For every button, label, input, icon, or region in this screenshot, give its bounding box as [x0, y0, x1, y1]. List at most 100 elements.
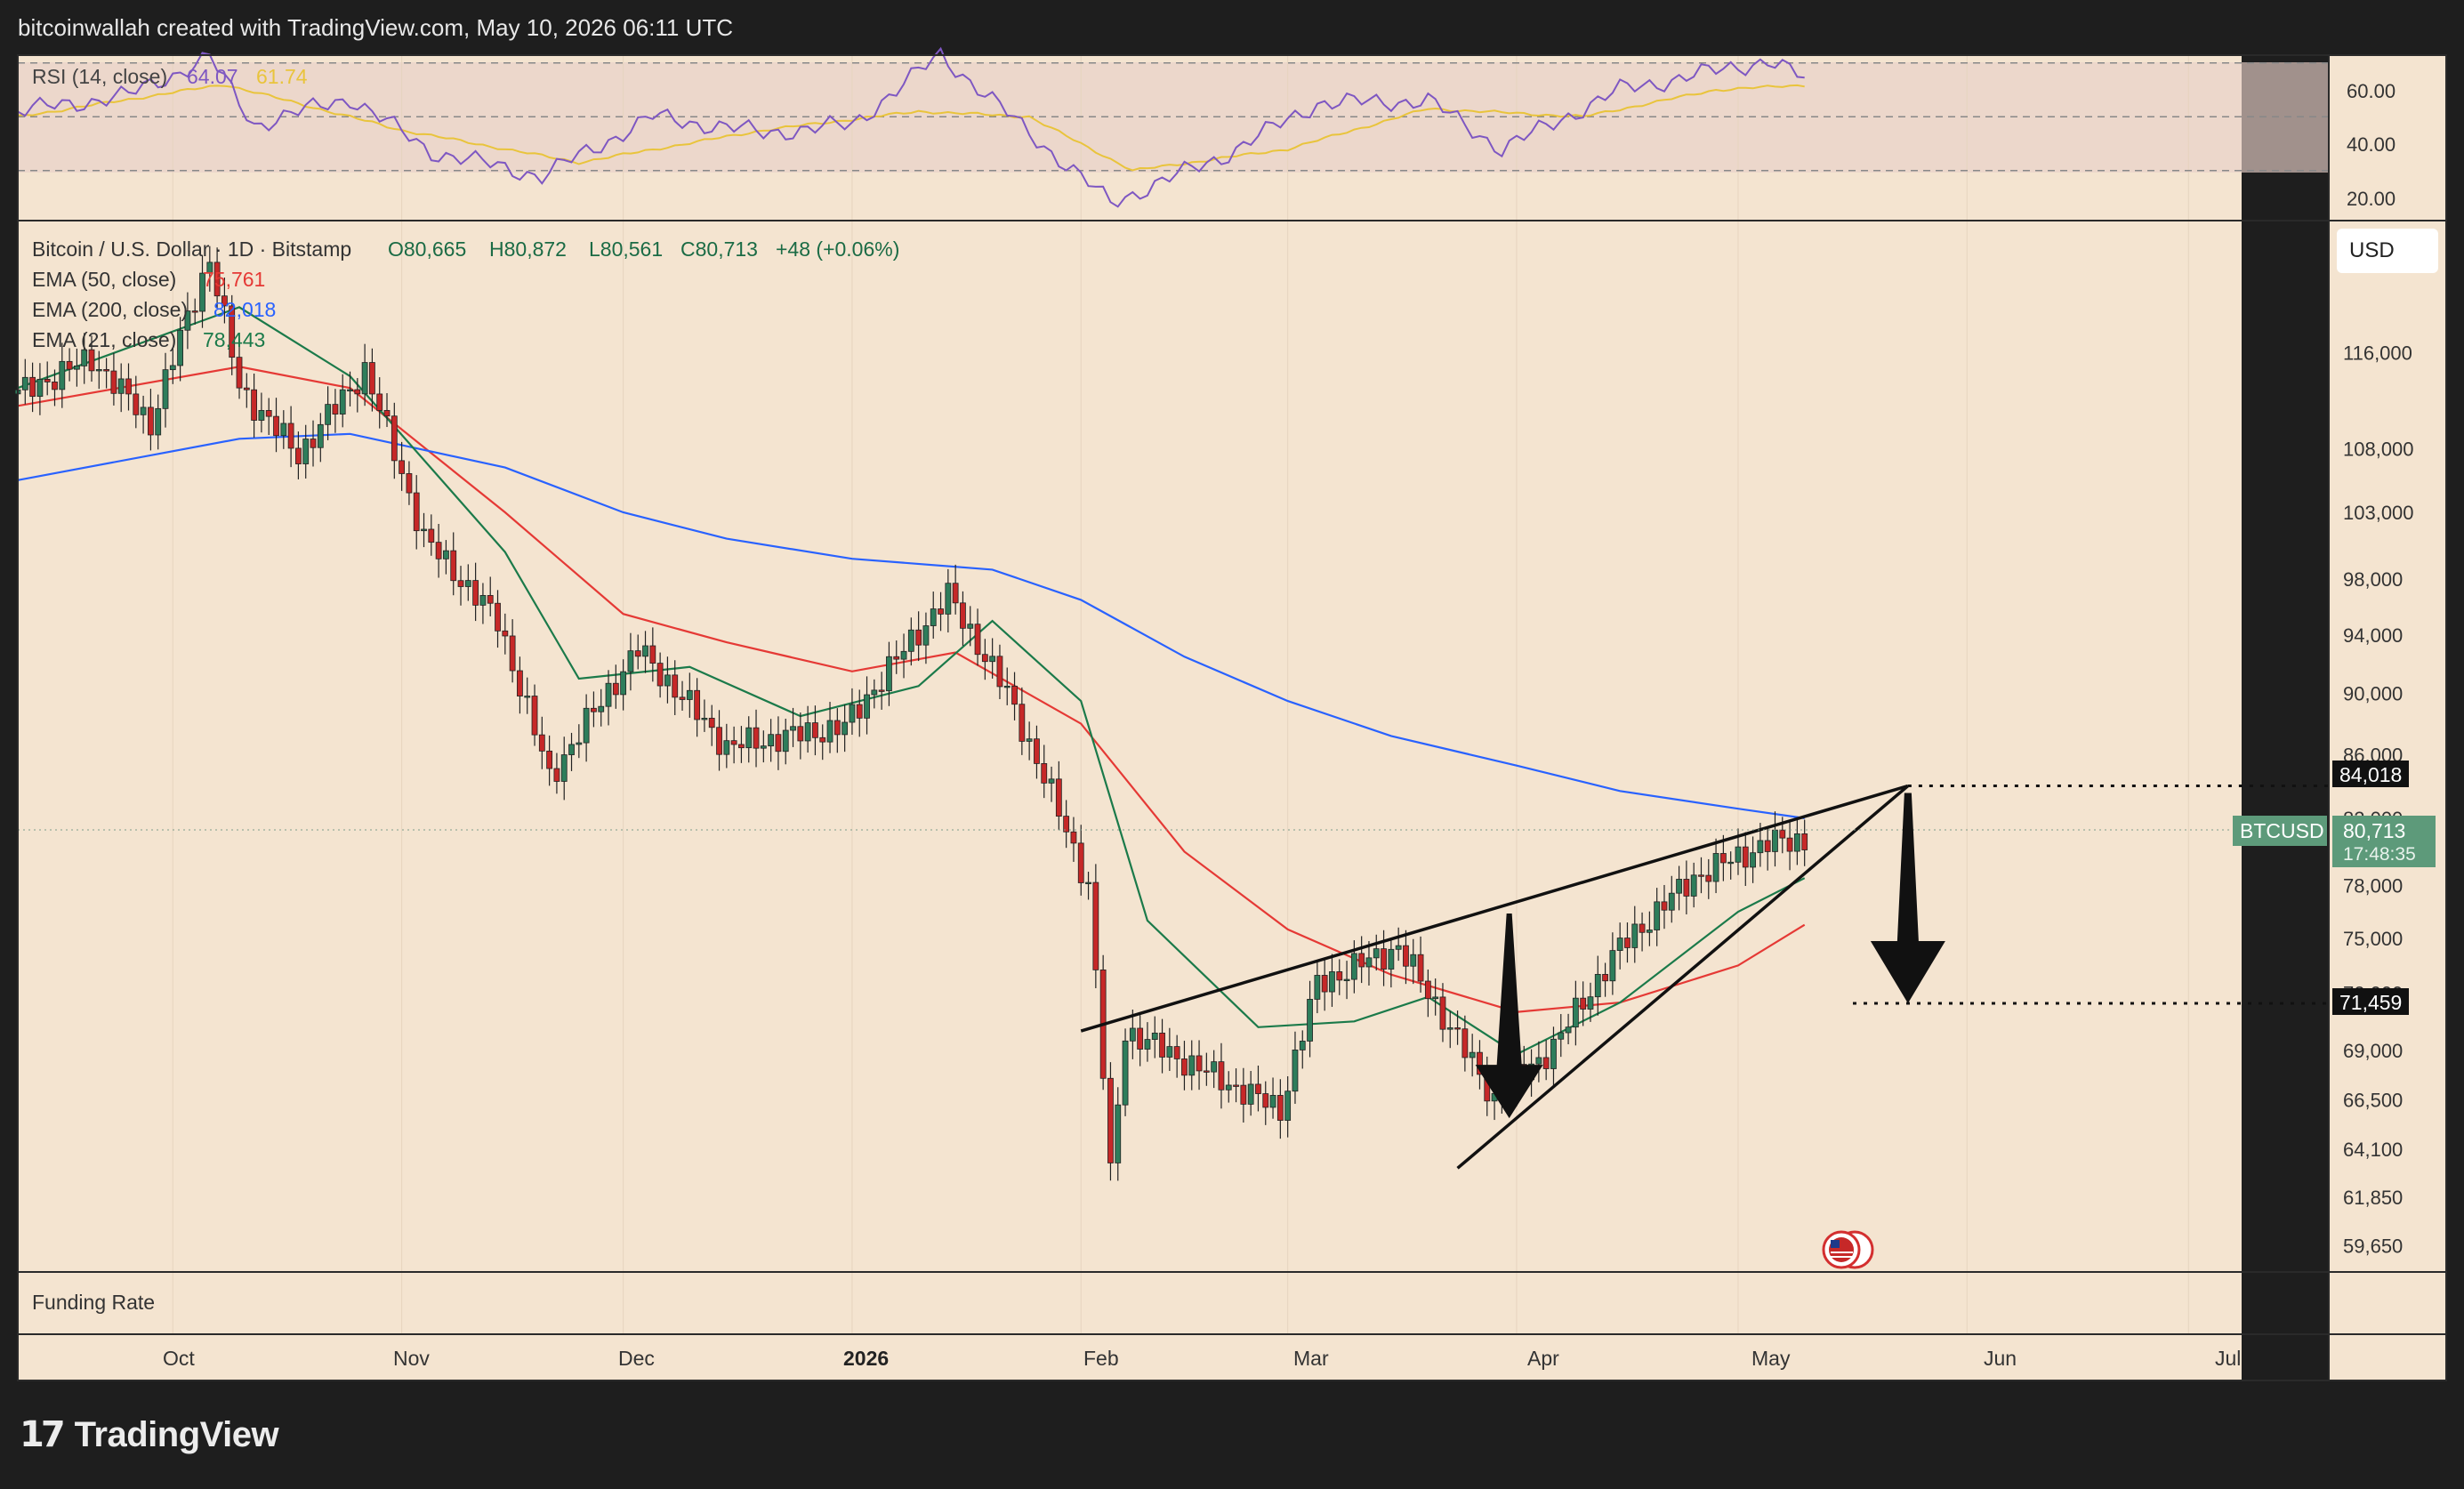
- ema50-value: 75,761: [203, 268, 265, 291]
- time-label-apr: Apr: [1527, 1347, 1559, 1370]
- candle-body: [88, 349, 95, 372]
- symbol-tag-label: BTCUSD: [2240, 819, 2324, 842]
- candle-body: [1757, 840, 1764, 854]
- candle-body: [251, 389, 258, 421]
- time-label-may: May: [1751, 1347, 1791, 1370]
- candle-body: [464, 580, 471, 587]
- candle-body: [768, 734, 775, 747]
- candle-body: [804, 722, 811, 742]
- time-label-mar: Mar: [1293, 1347, 1329, 1370]
- price-tick-label: 61,850: [2343, 1187, 2403, 1209]
- target-lower-label: 71,459: [2339, 991, 2402, 1014]
- candle-body: [1233, 1084, 1239, 1087]
- price-tick-label: 108,000: [2343, 438, 2414, 460]
- candle-body: [672, 674, 679, 698]
- rsi-tick-40: 40.00: [2347, 133, 2396, 156]
- candle-body: [560, 754, 568, 782]
- candle-body: [354, 389, 361, 395]
- ema200-label[interactable]: EMA (200, close): [32, 298, 188, 321]
- candle-body: [1218, 1061, 1225, 1091]
- candle-body: [421, 528, 427, 532]
- candle-body: [598, 705, 605, 712]
- candle-body: [103, 369, 110, 372]
- candle-body: [1115, 1104, 1122, 1163]
- tradingview-brand-name: TradingView: [74, 1414, 279, 1454]
- funding-rate-label[interactable]: Funding Rate: [32, 1291, 155, 1314]
- candle-body: [797, 726, 804, 742]
- candle-body: [886, 656, 892, 692]
- last-price-tag: [2332, 816, 2436, 867]
- attribution-header: bitcoinwallah created with TradingView.c…: [18, 14, 734, 41]
- candle-body: [1381, 948, 1387, 970]
- candle-body: [716, 727, 722, 755]
- candle-body: [930, 608, 937, 626]
- candle-body: [502, 630, 509, 637]
- candle-body: [945, 583, 952, 615]
- rsi-value: 64.07: [187, 65, 238, 88]
- candle-body: [413, 492, 420, 532]
- candle-body: [1276, 1095, 1284, 1121]
- candle-body: [708, 718, 715, 728]
- candle-body: [775, 734, 782, 753]
- rsi-label: RSI (14, close): [32, 65, 167, 88]
- symbol-line[interactable]: Bitcoin / U.S. Dollar · 1D · Bitstamp: [32, 237, 351, 261]
- candle-body: [1122, 1040, 1129, 1106]
- candle-body: [915, 629, 922, 646]
- time-label-nov: Nov: [393, 1347, 430, 1370]
- candle-body: [1631, 923, 1639, 948]
- candle-body: [1446, 1027, 1453, 1030]
- candle-body: [1085, 881, 1091, 884]
- us-flag-events-icon[interactable]: [1822, 1230, 1874, 1269]
- candle-body: [1166, 1046, 1173, 1058]
- rsi-ma-value: 61.74: [256, 65, 308, 88]
- candle-body: [317, 423, 324, 448]
- price-tick-label: 116,000: [2343, 342, 2412, 365]
- candle-body: [1262, 1093, 1269, 1108]
- time-label-dec: Dec: [618, 1347, 655, 1370]
- candle-body: [1712, 853, 1719, 882]
- candle-body: [148, 406, 154, 436]
- price-tick-label: 66,500: [2343, 1090, 2403, 1112]
- currency-button[interactable]: USD: [2337, 229, 2438, 273]
- candle-body: [21, 376, 28, 390]
- candle-body: [1602, 974, 1608, 982]
- price-tick-label: 78,000: [2343, 875, 2403, 897]
- candle-body: [36, 378, 44, 398]
- candle-body: [1735, 846, 1742, 863]
- candle-body: [1284, 1091, 1292, 1121]
- candle-body: [1454, 1027, 1461, 1030]
- candle-body: [66, 360, 73, 370]
- candle-body: [1137, 1027, 1144, 1050]
- candle-body: [790, 726, 796, 731]
- time-label-jul: Jul: [2215, 1347, 2241, 1370]
- candle-body: [538, 734, 545, 752]
- candle-body: [723, 740, 730, 755]
- candle-body: [620, 671, 627, 696]
- candle-body: [1188, 1055, 1196, 1076]
- candle-body: [1580, 997, 1587, 1010]
- candle-body: [265, 410, 272, 417]
- candle-body: [1343, 978, 1350, 981]
- target-lower-tag: [2332, 988, 2409, 1015]
- candle-body: [1292, 1050, 1299, 1092]
- tradingview-logo[interactable]: 17 TradingView: [20, 1413, 279, 1457]
- candle-body: [841, 721, 849, 736]
- ema21-label[interactable]: EMA (21, close): [32, 328, 176, 351]
- candle-body: [833, 720, 841, 736]
- candle-body: [391, 415, 398, 462]
- candle-body: [162, 369, 169, 409]
- candle-body: [302, 439, 310, 464]
- candle-body: [361, 362, 368, 395]
- rsi-tick-20: 20.00: [2347, 188, 2396, 210]
- candle-body: [1026, 738, 1033, 742]
- candle-body: [1469, 1051, 1476, 1058]
- price-tick-label: 69,000: [2343, 1040, 2403, 1062]
- candle-body: [1151, 1033, 1158, 1040]
- ema50-label[interactable]: EMA (50, close): [32, 268, 176, 291]
- ohlc-close: C80,713: [680, 237, 758, 261]
- price-tick-label: 59,650: [2343, 1235, 2403, 1258]
- candle-body: [1587, 996, 1594, 1010]
- candle-body: [487, 595, 494, 604]
- candle-body: [125, 378, 132, 395]
